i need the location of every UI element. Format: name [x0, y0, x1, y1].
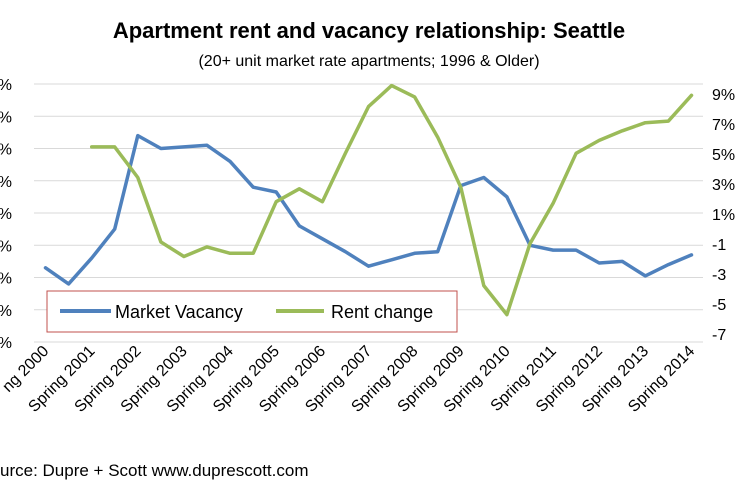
chart-subtitle: (20+ unit market rate apartments; 1996 &…	[198, 53, 540, 70]
left-axis-ticks: %%%%%%%%%	[0, 77, 12, 352]
right-tick-label: -3	[712, 267, 726, 284]
left-tick-label: %	[0, 109, 12, 126]
left-tick-label: %	[0, 335, 12, 352]
right-tick-label: 1%	[712, 207, 735, 224]
right-tick-label: -7	[712, 327, 726, 344]
left-tick-label: %	[0, 142, 12, 159]
right-tick-label: -5	[712, 297, 726, 314]
right-tick-label: -1	[712, 237, 726, 254]
right-tick-label: 5%	[712, 147, 735, 164]
left-tick-label: %	[0, 174, 12, 191]
gridlines	[34, 83, 703, 343]
left-tick-label: %	[0, 77, 12, 94]
left-tick-label: %	[0, 271, 12, 288]
right-tick-label: 7%	[712, 117, 735, 134]
right-tick-label: 3%	[712, 177, 735, 194]
series-line-market-vacancy	[43, 133, 694, 286]
left-tick-label: %	[0, 238, 12, 255]
right-axis-ticks: 9% 7% 5% 3% 1% -1 -3 -5 -7	[712, 87, 735, 344]
legend-box	[46, 290, 458, 333]
series-line-rent-change	[89, 83, 694, 317]
legend-label-rent-change: Rent change	[331, 302, 433, 322]
legend: Market Vacancy Rent change	[46, 290, 458, 333]
left-tick-label: %	[0, 303, 12, 320]
series-lines	[43, 83, 694, 317]
source-note: urce: Dupre + Scott www.duprescott.com	[0, 461, 309, 480]
legend-label-market-vacancy: Market Vacancy	[115, 302, 243, 322]
left-tick-label: %	[0, 206, 12, 223]
chart-title: Apartment rent and vacancy relationship:…	[112, 18, 626, 43]
right-tick-label: 9%	[712, 87, 735, 104]
